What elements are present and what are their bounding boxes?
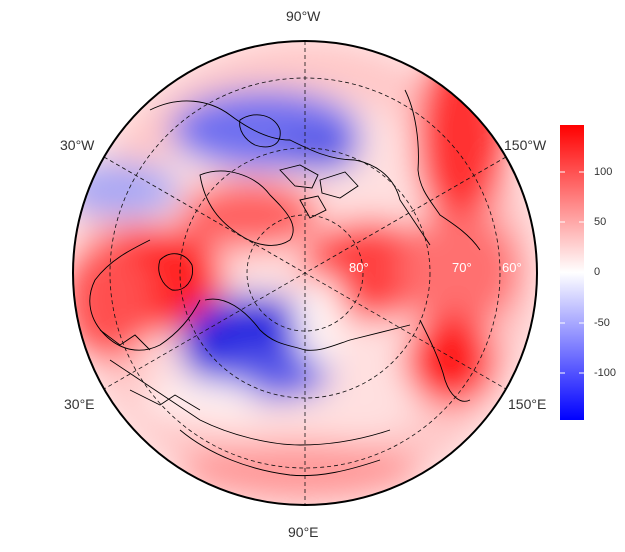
coastlines <box>89 89 481 477</box>
lon-label-150e: 150°E <box>508 396 547 412</box>
meridian-150 <box>103 156 507 390</box>
lat-label-60: 60° <box>502 260 522 275</box>
lat-label-70: 70° <box>452 260 472 275</box>
colorbar-ticks <box>560 171 584 374</box>
lon-label-150w: 150°W <box>504 137 547 153</box>
map-outline <box>72 40 538 506</box>
lon-label-90w: 90°W <box>286 8 321 24</box>
parallel-80 <box>246 214 364 332</box>
colorbar-tick-label: 0 <box>594 266 601 278</box>
colorbar-tick-label: 100 <box>594 166 613 178</box>
anomaly-field <box>73 41 537 505</box>
graticule <box>103 41 507 505</box>
colorbar: 100 50 0 -50 -100 <box>560 125 620 420</box>
colorbar-tick-label: -100 <box>594 367 617 379</box>
lat-label-80: 80° <box>349 260 369 275</box>
colorbar-tick-label: 50 <box>594 216 607 228</box>
lon-label-90e: 90°E <box>288 524 319 540</box>
colorbar-tick-label: -50 <box>594 317 610 329</box>
lon-label-30w: 30°W <box>60 137 95 153</box>
lon-label-30e: 30°E <box>64 396 95 412</box>
